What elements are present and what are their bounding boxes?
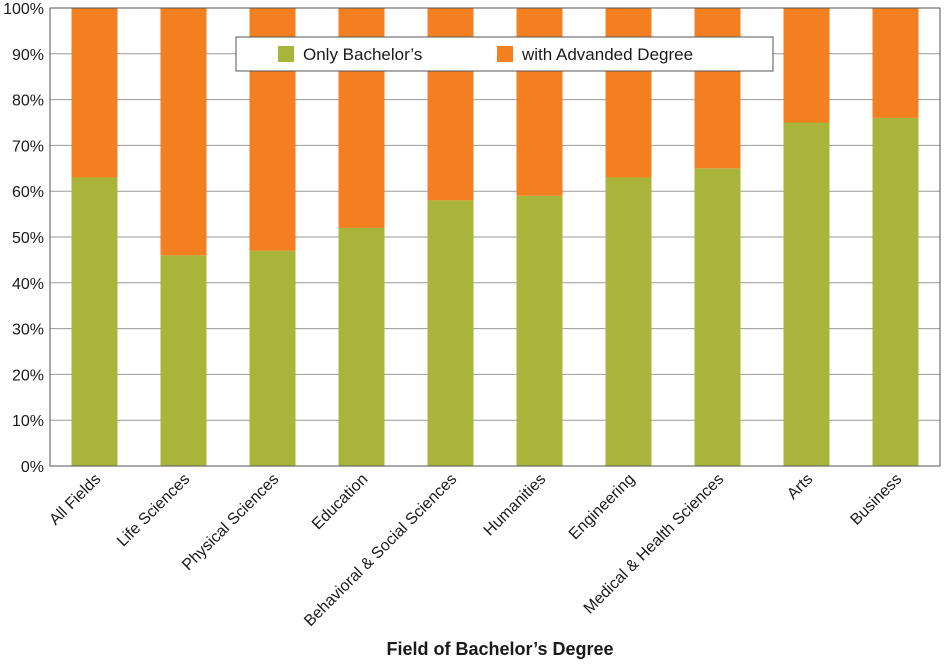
y-tick-label: 70%: [12, 138, 44, 155]
x-tick-label: Medical & Health Sciences: [581, 471, 728, 618]
y-tick-label: 20%: [12, 367, 44, 384]
bar-only-bachelors: [516, 195, 563, 466]
legend-swatch-only-bachelors: [278, 46, 294, 62]
x-tick-label: Behavioral & Social Sciences: [301, 471, 460, 630]
bar-advanced-degree: [605, 8, 652, 178]
bar-only-bachelors: [249, 250, 296, 466]
y-tick-label: 90%: [12, 47, 44, 64]
x-tick-label: Physical Sciences: [179, 471, 282, 574]
plot-frame: [49, 7, 941, 467]
x-tick-label: Arts: [784, 471, 816, 503]
x-tick-label: Business: [847, 471, 905, 529]
bar-only-bachelors: [872, 117, 919, 467]
bar-advanced-degree: [71, 8, 118, 178]
bars: [71, 8, 919, 467]
legend-label-advanced-degree: with Advanded Degree: [521, 45, 693, 64]
bar-only-bachelors: [71, 177, 118, 466]
bar-advanced-degree: [160, 8, 207, 256]
x-tick-label: Education: [309, 471, 371, 533]
y-tick-label: 80%: [12, 93, 44, 110]
bar-only-bachelors: [783, 122, 830, 466]
x-tick-label: All Fields: [46, 471, 104, 529]
y-tick-label: 100%: [3, 1, 44, 18]
bar-advanced-degree: [783, 8, 830, 123]
bar-advanced-degree: [516, 8, 563, 196]
y-axis-ticks: 0% 10% 20% 30% 40% 50% 60% 70% 80% 90% 100%: [3, 1, 44, 476]
bar-advanced-degree: [872, 8, 919, 118]
x-tick-label: Humanities: [481, 471, 550, 540]
y-tick-label: 10%: [12, 413, 44, 430]
bar-only-bachelors: [694, 168, 741, 467]
y-tick-label: 30%: [12, 322, 44, 339]
x-axis-title: Field of Bachelor’s Degree: [386, 639, 613, 659]
bar-only-bachelors: [338, 227, 385, 466]
legend-label-only-bachelors: Only Bachelor’s: [303, 45, 422, 64]
bar-only-bachelors: [160, 255, 207, 466]
bar-only-bachelors: [427, 200, 474, 467]
x-tick-label: Life Sciences: [114, 471, 193, 550]
y-tick-label: 50%: [12, 230, 44, 247]
y-tick-label: 40%: [12, 276, 44, 293]
y-tick-label: 60%: [12, 184, 44, 201]
bar-advanced-degree: [694, 8, 741, 169]
x-tick-label: Engineering: [566, 471, 638, 543]
legend: Only Bachelor’s with Advanded Degree: [235, 36, 774, 72]
bar-only-bachelors: [605, 177, 652, 466]
y-tick-label: 0%: [21, 459, 44, 476]
legend-swatch-advanced-degree: [497, 46, 513, 62]
